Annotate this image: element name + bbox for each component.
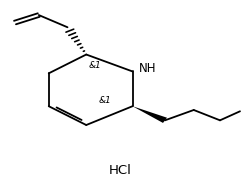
Text: &1: &1 bbox=[88, 61, 101, 70]
Polygon shape bbox=[132, 106, 167, 123]
Text: &1: &1 bbox=[99, 96, 112, 105]
Text: NH: NH bbox=[139, 62, 156, 75]
Text: HCl: HCl bbox=[108, 164, 132, 177]
